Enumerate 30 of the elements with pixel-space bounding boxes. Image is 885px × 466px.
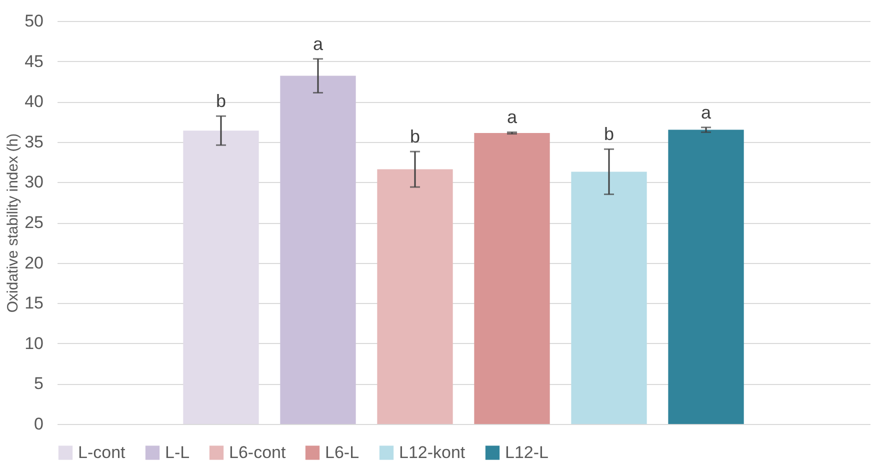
y-axis-title: Oxidative stability index (h) bbox=[4, 133, 22, 313]
y-tick-label: 25 bbox=[24, 213, 44, 232]
legend-label: L12-L bbox=[505, 442, 548, 462]
annotation: b bbox=[216, 91, 226, 112]
bar bbox=[474, 133, 550, 424]
y-tick-label: 0 bbox=[34, 414, 44, 434]
legend-label: L-cont bbox=[78, 442, 126, 462]
y-tick-label: 50 bbox=[24, 12, 44, 30]
y-tick-label: 20 bbox=[24, 253, 44, 272]
annotation: a bbox=[506, 107, 518, 128]
legend-label: L6-L bbox=[325, 442, 360, 462]
bar bbox=[571, 172, 647, 424]
legend-label: L-L bbox=[165, 442, 190, 462]
y-tick-label: 45 bbox=[24, 52, 44, 71]
y-tick-label: 35 bbox=[24, 132, 44, 152]
y-tick-label: 30 bbox=[24, 172, 44, 192]
annotation: b bbox=[604, 124, 614, 144]
annotation: b bbox=[410, 126, 420, 147]
bar bbox=[280, 76, 356, 424]
legend-label: L12-kont bbox=[399, 442, 466, 462]
y-tick-label: 40 bbox=[24, 92, 44, 112]
y-tick-label: 10 bbox=[24, 334, 44, 353]
annotation: a bbox=[312, 34, 324, 54]
y-tick-label: 5 bbox=[34, 374, 44, 394]
bar bbox=[668, 130, 744, 424]
bar bbox=[183, 130, 259, 424]
y-tick-label: 15 bbox=[24, 294, 44, 313]
annotation: a bbox=[701, 102, 712, 122]
legend-label: L6-cont bbox=[229, 442, 286, 462]
bar bbox=[377, 169, 453, 424]
